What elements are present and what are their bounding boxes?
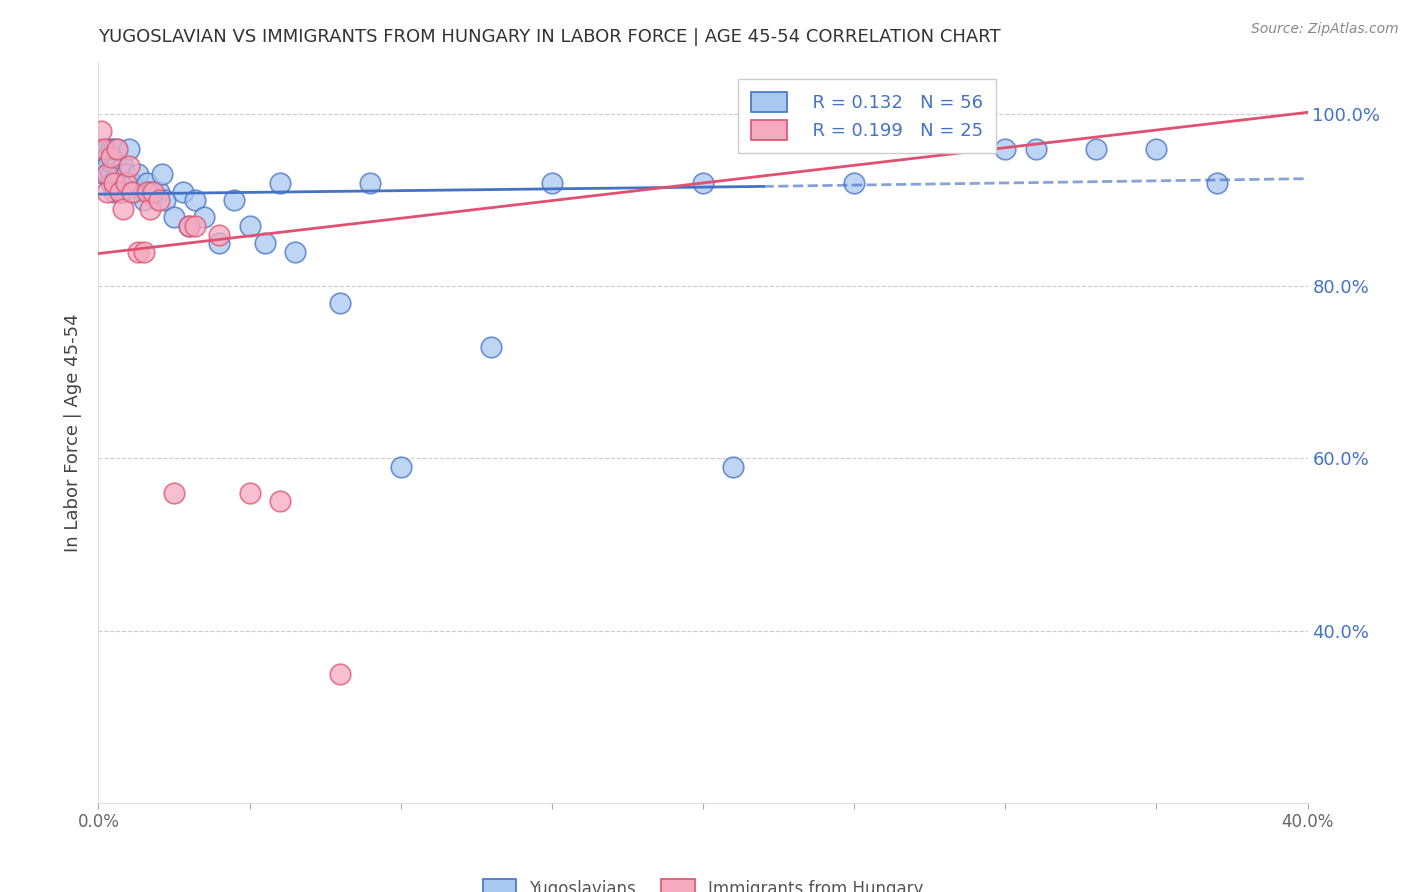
- Point: [135, 176, 157, 190]
- Point: [1085, 142, 1108, 156]
- Point: [93, 167, 115, 181]
- Point: [127, 244, 149, 259]
- Point: [93, 142, 115, 156]
- Point: [1144, 142, 1167, 156]
- Point: [142, 185, 165, 199]
- Text: YUGOSLAVIAN VS IMMIGRANTS FROM HUNGARY IN LABOR FORCE | AGE 45-54 CORRELATION CH: YUGOSLAVIAN VS IMMIGRANTS FROM HUNGARY I…: [98, 28, 1001, 45]
- Point: [163, 486, 186, 500]
- Point: [105, 159, 128, 173]
- Point: [90, 159, 112, 173]
- Point: [184, 193, 207, 207]
- Point: [389, 460, 412, 475]
- Point: [139, 202, 162, 216]
- Point: [179, 219, 201, 233]
- Legend: Yugoslavians, Immigrants from Hungary: Yugoslavians, Immigrants from Hungary: [474, 871, 932, 892]
- Point: [329, 666, 352, 681]
- Point: [111, 159, 134, 173]
- Point: [103, 142, 125, 156]
- Point: [114, 167, 136, 181]
- Point: [239, 219, 262, 233]
- Point: [100, 167, 122, 181]
- Point: [360, 176, 382, 190]
- Point: [103, 185, 125, 199]
- Point: [111, 185, 134, 199]
- Point: [179, 219, 201, 233]
- Point: [132, 244, 155, 259]
- Point: [93, 142, 115, 156]
- Point: [103, 176, 125, 190]
- Point: [105, 142, 128, 156]
- Point: [124, 185, 146, 199]
- Point: [118, 159, 141, 173]
- Point: [1024, 142, 1046, 156]
- Point: [153, 193, 176, 207]
- Point: [100, 142, 122, 156]
- Point: [103, 176, 125, 190]
- Point: [224, 193, 246, 207]
- Point: [108, 185, 131, 199]
- Point: [105, 142, 128, 156]
- Point: [100, 176, 122, 190]
- Point: [148, 185, 170, 199]
- Text: Source: ZipAtlas.com: Source: ZipAtlas.com: [1251, 22, 1399, 37]
- Point: [96, 142, 118, 156]
- Point: [96, 159, 118, 173]
- Point: [127, 167, 149, 181]
- Point: [208, 227, 231, 242]
- Point: [329, 296, 352, 310]
- Point: [100, 150, 122, 164]
- Point: [1206, 176, 1229, 190]
- Point: [90, 142, 112, 156]
- Point: [118, 142, 141, 156]
- Point: [692, 176, 714, 190]
- Point: [844, 176, 866, 190]
- Point: [111, 202, 134, 216]
- Point: [723, 460, 745, 475]
- Point: [108, 185, 131, 199]
- Point: [148, 193, 170, 207]
- Point: [269, 176, 291, 190]
- Point: [105, 176, 128, 190]
- Point: [121, 185, 143, 199]
- Point: [481, 339, 503, 353]
- Point: [269, 494, 291, 508]
- Point: [114, 176, 136, 190]
- Point: [253, 236, 276, 251]
- Point: [184, 219, 207, 233]
- Point: [121, 176, 143, 190]
- Point: [540, 176, 562, 190]
- Point: [96, 167, 118, 181]
- Point: [208, 236, 231, 251]
- Point: [96, 185, 118, 199]
- Point: [132, 193, 155, 207]
- Point: [994, 142, 1017, 156]
- Y-axis label: In Labor Force | Age 45-54: In Labor Force | Age 45-54: [65, 313, 83, 552]
- Point: [172, 185, 194, 199]
- Point: [193, 211, 215, 225]
- Point: [139, 185, 162, 199]
- Point: [90, 124, 112, 138]
- Point: [96, 150, 118, 164]
- Point: [284, 244, 307, 259]
- Point: [239, 486, 262, 500]
- Point: [150, 167, 173, 181]
- Point: [103, 159, 125, 173]
- Point: [108, 167, 131, 181]
- Point: [135, 185, 157, 199]
- Point: [163, 211, 186, 225]
